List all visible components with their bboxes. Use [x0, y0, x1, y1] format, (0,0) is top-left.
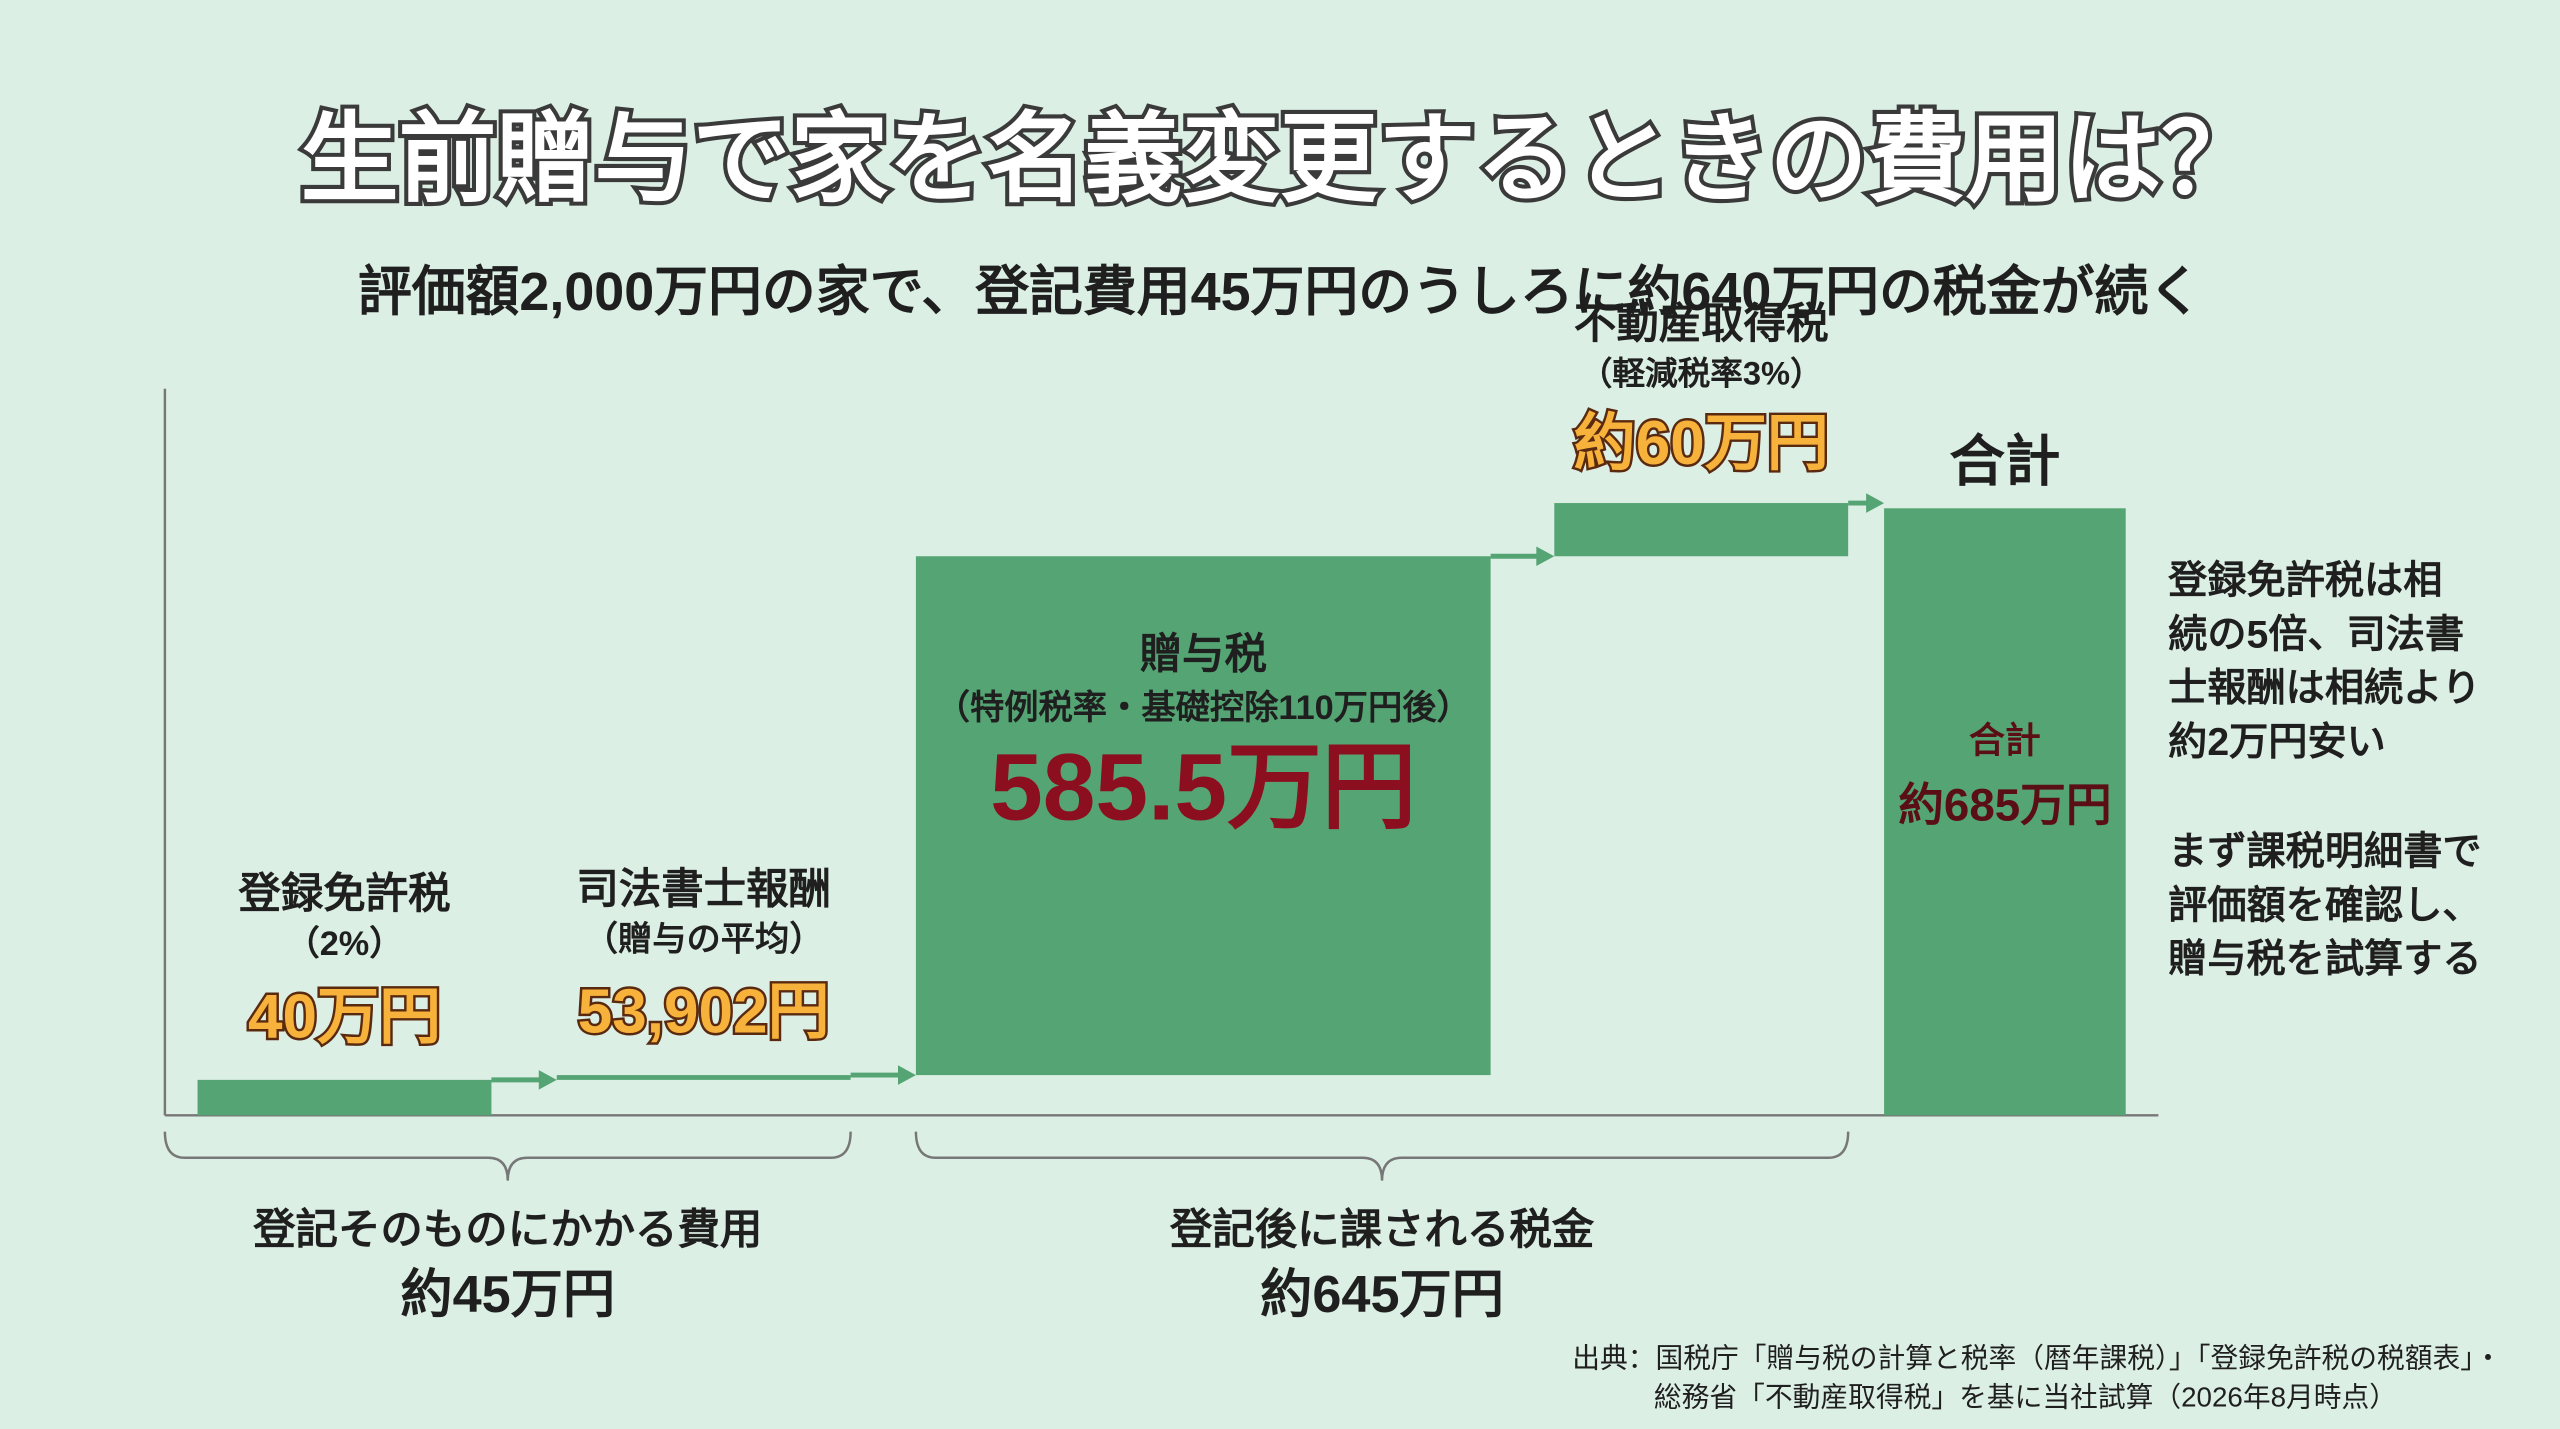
chart-subtitle: 評価額2,000万円の家で、登記費用45万円のうしろに約640万円の税金が続く [358, 262, 2202, 322]
category-label: 合計 [1949, 430, 2060, 492]
category-note: （2%） [285, 924, 403, 963]
group-value-label: 約45万円 [400, 1266, 615, 1324]
arrow-head [538, 1070, 557, 1090]
bar [1554, 503, 1849, 557]
source-note: 総務省「不動産取得税」を基に当社試算（2026年8月時点） [1654, 1382, 2397, 1413]
category-note: （特例税率・基礎控除110万円後） [936, 688, 1471, 727]
value-label: 約60万円 [1574, 409, 1829, 478]
side-note: 続の5倍、司法書 [2168, 613, 2464, 656]
bar [556, 1075, 851, 1080]
category-label: 贈与税 [1140, 631, 1267, 678]
side-note: 評価額を確認し、 [2168, 884, 2481, 927]
group-label: 登記そのものにかかる費用 [252, 1206, 762, 1253]
arrow-head [897, 1065, 916, 1085]
category-note: （軽減税率3%） [1580, 354, 1823, 391]
value-label: 40万円 [248, 982, 441, 1051]
total-bar [1884, 508, 2126, 1116]
group-brace [163, 1131, 852, 1181]
chart-title: 生前贈与で家を名義変更するときの費用は？ [301, 104, 2260, 214]
value-label: 53,902円 [578, 978, 830, 1047]
category-label: 登録免許税 [237, 870, 450, 917]
side-note: 登録免許税は相 [2167, 558, 2442, 602]
side-note: 約2万円安い [2168, 721, 2386, 764]
plot: 40万円 （2%） 登録免許税 53,902円 （贈与の平均） 司法書士報酬 贈与税 （特例税… [163, 300, 2502, 1413]
bar [197, 1079, 492, 1116]
source-note: 出典：国税庁「贈与税の計算と税率（暦年課税）」「登録免許税の税額表」・ [1572, 1343, 2502, 1374]
category-label: 司法書士報酬 [576, 865, 831, 912]
arrow-head [1536, 546, 1555, 567]
group-value-label: 約645万円 [1260, 1266, 1504, 1324]
bar [915, 556, 1491, 1076]
side-note: まず課税明細書で [2168, 830, 2481, 873]
category-label: 不動産取得税 [1574, 300, 1829, 347]
value-label: 約685万円 [1898, 780, 2111, 831]
value-label: 585.5万円 [990, 735, 1416, 841]
category-note: （贈与の平均） [584, 919, 824, 958]
group-label: 登記後に課される税金 [1169, 1206, 1595, 1253]
side-note: 士報酬は相続より [2168, 667, 2481, 710]
total-inner-label: 合計 [1969, 720, 2041, 761]
side-note: 贈与税を試算する [2168, 938, 2481, 981]
group-brace [914, 1131, 1850, 1181]
arrow-head [1866, 493, 1885, 513]
